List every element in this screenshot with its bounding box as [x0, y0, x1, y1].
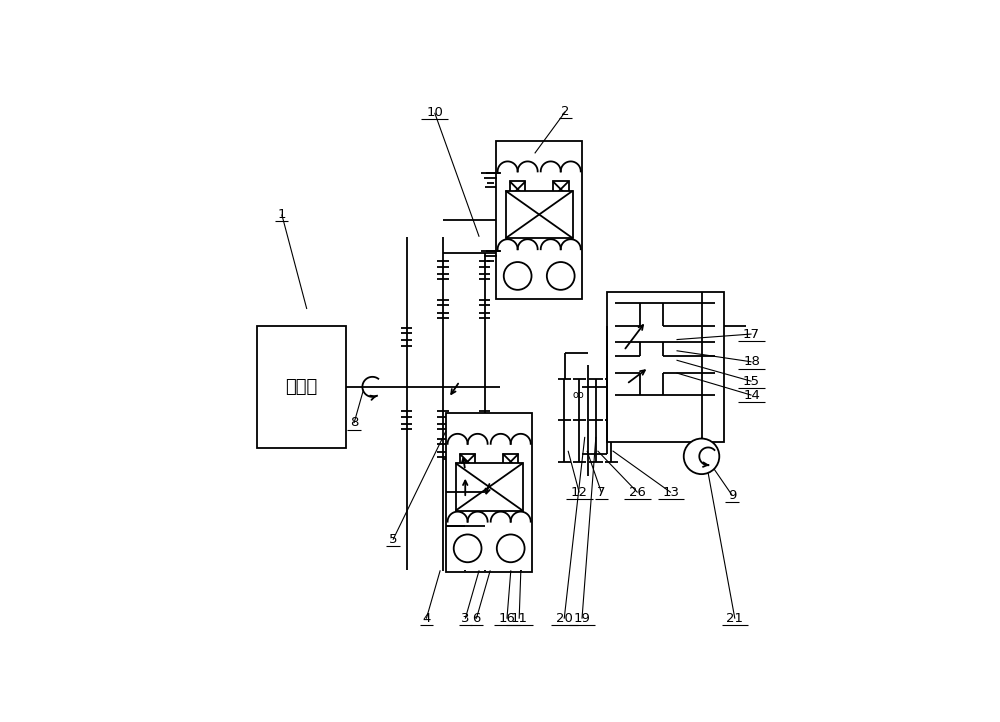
Text: 3: 3 — [461, 612, 469, 625]
Text: 16: 16 — [499, 612, 515, 625]
Text: 26: 26 — [629, 486, 646, 499]
Circle shape — [497, 534, 525, 562]
Bar — [257, 326, 346, 448]
Text: 6: 6 — [472, 612, 481, 625]
Text: 12: 12 — [571, 486, 588, 499]
Text: 7: 7 — [597, 486, 606, 499]
Text: 8: 8 — [350, 417, 358, 430]
Text: 内燃机: 内燃机 — [285, 378, 317, 396]
Text: 15: 15 — [743, 375, 760, 388]
Bar — [510, 181, 525, 197]
Text: 9: 9 — [728, 489, 736, 502]
Circle shape — [504, 262, 532, 290]
Text: 1: 1 — [278, 208, 286, 221]
Bar — [607, 292, 724, 443]
Bar — [496, 141, 582, 300]
Circle shape — [684, 438, 719, 474]
Bar — [503, 454, 518, 469]
Text: 5: 5 — [389, 534, 397, 547]
Text: 19: 19 — [574, 612, 590, 625]
Bar — [506, 191, 573, 238]
Text: 10: 10 — [426, 106, 443, 119]
Text: 17: 17 — [743, 328, 760, 341]
Bar — [553, 181, 569, 197]
Circle shape — [547, 262, 575, 290]
Text: 14: 14 — [743, 388, 760, 401]
Text: 13: 13 — [662, 486, 679, 499]
Text: oo: oo — [572, 390, 584, 400]
Text: 21: 21 — [726, 612, 743, 625]
Bar — [446, 413, 532, 572]
Text: 4: 4 — [422, 612, 431, 625]
Text: 18: 18 — [743, 355, 760, 368]
Text: 11: 11 — [511, 612, 528, 625]
Circle shape — [454, 534, 482, 562]
Bar — [460, 454, 475, 469]
Bar — [456, 463, 523, 510]
Text: 20: 20 — [556, 612, 573, 625]
Text: 2: 2 — [561, 105, 570, 118]
